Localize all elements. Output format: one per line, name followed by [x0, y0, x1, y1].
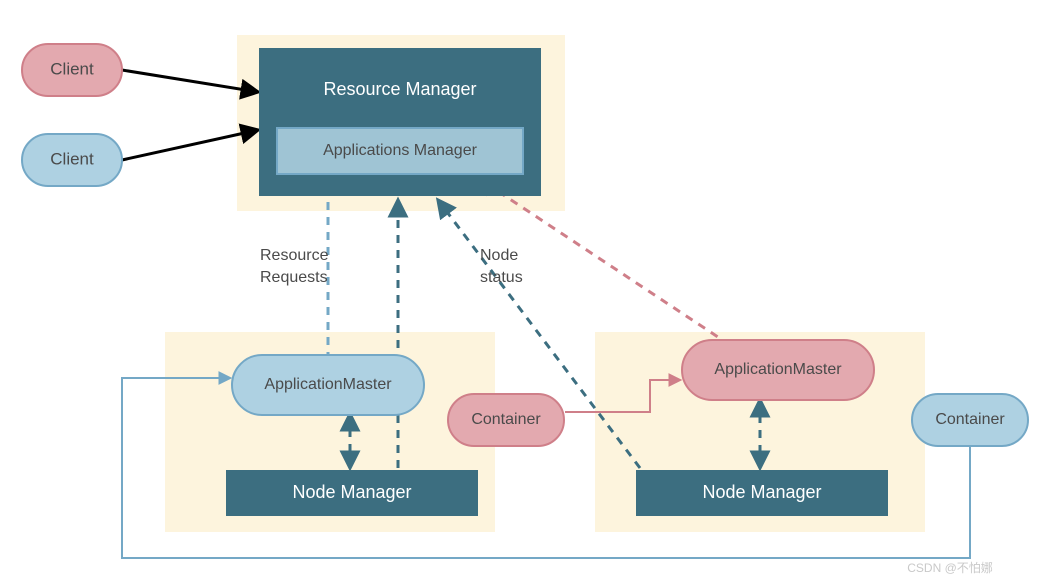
apps_mgr-label: Applications Manager — [323, 142, 478, 159]
node_mgr_l-label: Node Manager — [292, 482, 411, 502]
container_mid-label: Container — [471, 411, 541, 428]
client_pink-label: Client — [50, 59, 94, 78]
app_master_l-label: ApplicationMaster — [264, 376, 392, 393]
watermark: CSDN @不怕娜 — [907, 560, 993, 575]
label-node-status-2: status — [480, 269, 523, 286]
label-resource-requests-2: Requests — [260, 269, 328, 286]
client_blue-label: Client — [50, 149, 94, 168]
app_master_r-label: ApplicationMaster — [714, 361, 842, 378]
label-resource-requests-1: Resource — [260, 247, 329, 264]
architecture-diagram: Resource Manager Applications Manager Node… — [0, 0, 1052, 579]
node_mgr_r-label: Node Manager — [702, 482, 821, 502]
label-node-status-1: Node — [480, 247, 518, 264]
container_r-label: Container — [935, 411, 1005, 428]
rm_box-label: Resource Manager — [323, 79, 476, 99]
